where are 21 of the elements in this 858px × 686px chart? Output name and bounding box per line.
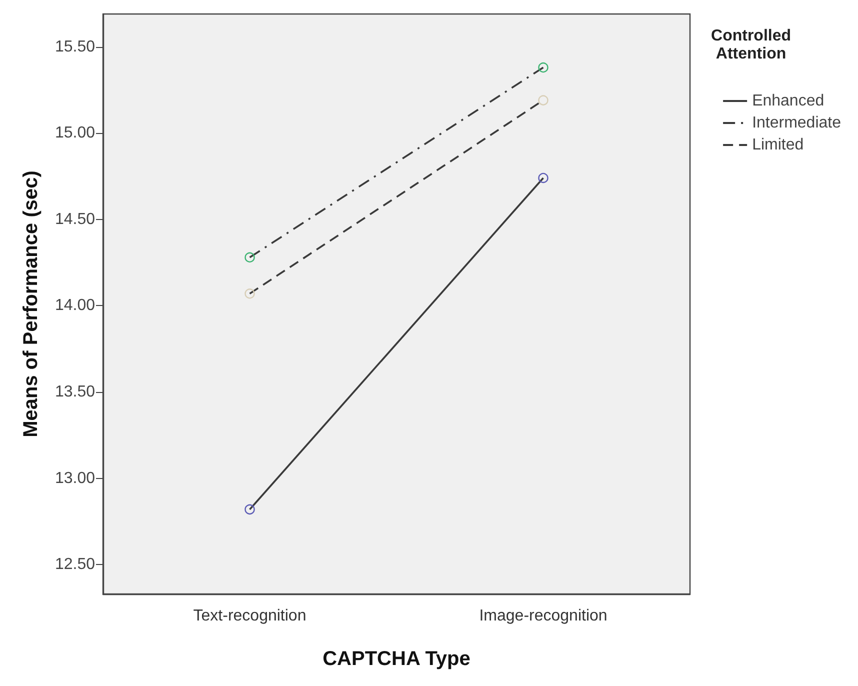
point <box>538 172 548 184</box>
y-tick-label: 12.50 <box>54 556 96 574</box>
y-tick-label: 13.00 <box>54 470 96 487</box>
point <box>538 95 548 106</box>
legend-label: Intermediate <box>752 114 842 132</box>
point <box>538 62 548 73</box>
point <box>244 288 255 299</box>
y-tick-label: 15.50 <box>54 38 96 56</box>
x-tick-label: Image-recognition <box>479 608 608 624</box>
point <box>244 252 255 262</box>
y-tick-label: 15.00 <box>54 124 96 142</box>
legend-label: Enhanced <box>752 92 824 110</box>
y-tick-label: 14.00 <box>54 297 96 314</box>
x-tick-label: Text-recognition <box>193 608 306 624</box>
legend-title: Controlled Attention <box>711 28 792 62</box>
y-axis-title: Means of Performance (sec) <box>20 170 42 438</box>
point <box>244 504 255 515</box>
y-tick-label: 14.50 <box>54 210 96 228</box>
y-tick-label: 13.50 <box>54 384 96 401</box>
x-axis-title: CAPTCHA Type <box>322 648 470 670</box>
legend-label: Limited <box>752 136 804 154</box>
